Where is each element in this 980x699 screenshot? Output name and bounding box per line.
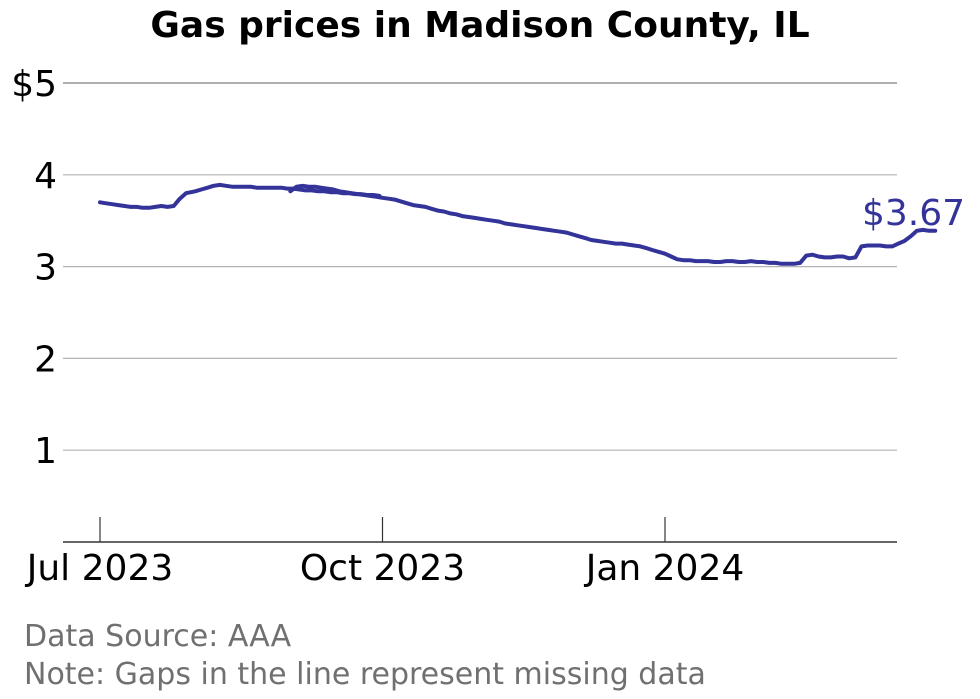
x-axis-ticks: Jul 2023 Oct 2023 Jan 2024 — [25, 517, 745, 589]
price-series — [98, 182, 938, 266]
y-tick-label: $5 — [11, 64, 57, 105]
y-tick-label: 2 — [34, 339, 57, 380]
x-tick-label: Jul 2023 — [25, 548, 174, 589]
y-tick-label: 1 — [34, 431, 57, 472]
missing-data-note: Note: Gaps in the line represent missing… — [24, 657, 706, 692]
y-tick-label: 3 — [34, 248, 57, 289]
y-tick-label: 4 — [34, 156, 57, 197]
end-value-label: $3.67 — [862, 193, 965, 234]
y-axis-labels: 1 2 3 4 $5 — [11, 64, 57, 472]
data-source-note: Data Source: AAA — [24, 619, 292, 654]
price-line-segment — [98, 182, 382, 210]
x-tick-label: Jan 2024 — [584, 548, 745, 589]
gridlines — [63, 82, 897, 451]
price-line-segment — [288, 183, 938, 266]
chart-title: Gas prices in Madison County, IL — [150, 5, 809, 46]
x-tick-label: Oct 2023 — [300, 548, 465, 589]
